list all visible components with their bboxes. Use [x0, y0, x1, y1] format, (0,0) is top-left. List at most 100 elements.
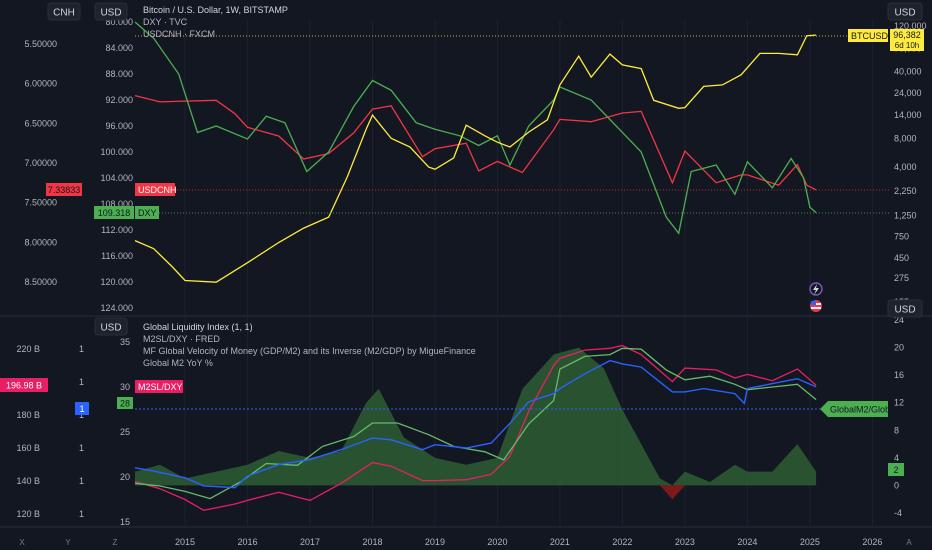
dxy-tick-label: 120.000	[100, 277, 133, 287]
right-currency-button-lower[interactable]: USD	[887, 299, 923, 318]
dxy-tick-label: 84.000	[105, 43, 133, 53]
x-tick-label: 2026	[862, 537, 882, 547]
cnh-currency-label: CNH	[53, 8, 75, 19]
dxy-axis: 80.000 84.000 88.000 92.000 96.000 100.000 104…	[100, 17, 133, 313]
yoy-tick-label: 0	[894, 480, 899, 490]
dxy-tick-label: 124.000	[100, 303, 133, 313]
cnh-tick-label: 7.50000	[24, 198, 57, 208]
legend-dxy: DXY · TVC	[143, 17, 188, 27]
velocity-blue-badge: 1	[75, 402, 89, 415]
cnh-currency-button[interactable]: CNH	[47, 2, 81, 21]
btc-tick-label: 450	[894, 253, 909, 263]
dxy-tick-label: 92.000	[105, 95, 133, 105]
gli-tick-label: 220 B	[16, 344, 40, 354]
gli-value-text: 196.98 B	[6, 381, 42, 391]
x-axis: 2015 2016 2017 2018 2019 2020 2021 2022 2023 2024…	[175, 537, 882, 547]
y-axis-button[interactable]: Y	[65, 538, 71, 547]
usdcnh-value-badge: 7.33833	[46, 183, 82, 196]
dxy-tick-label: 88.000	[105, 69, 133, 79]
gli-tick-label: 180 B	[16, 410, 40, 420]
m2dxy-axis: 35 30 25 20 15	[120, 337, 130, 527]
legend-m2sl-dxy: M2SL/DXY · FRED	[143, 334, 220, 344]
m2dxy-tick-label: 30	[120, 382, 130, 392]
gli-series-line	[134, 359, 817, 489]
velocity-tick-label: 1	[79, 476, 84, 486]
yoy-tick-label: 24	[894, 315, 904, 325]
btc-tick-label: 4,000	[894, 162, 917, 172]
btc-tick-label: 275	[894, 273, 909, 283]
cnh-tick-label: 6.50000	[24, 118, 57, 128]
btc-tick-label: 750	[894, 232, 909, 242]
m2dxy-tick-label: 20	[120, 472, 130, 482]
yoy-tick-label: 8	[894, 425, 899, 435]
btc-countdown-text: 6d 10h	[895, 41, 919, 50]
x-tick-label: 2015	[175, 537, 195, 547]
lower-currency-button[interactable]: USD	[94, 317, 128, 336]
cnh-tick-label: 5.50000	[24, 39, 57, 49]
m2sl-dxy-series-line	[134, 344, 817, 511]
right-currency-button[interactable]: USD	[887, 2, 923, 21]
btc-label-badge: BTCUSD	[848, 29, 889, 42]
btc-tick-label: 24,000	[894, 88, 922, 98]
btc-series-line	[134, 34, 817, 283]
dxy-tick-label: 108.000	[100, 199, 133, 209]
auto-scale-button[interactable]: A	[906, 538, 912, 547]
dxy-tick-label: 116.000	[101, 251, 133, 261]
m2dxy-tick-label: 25	[120, 427, 130, 437]
usdcnh-value-text: 7.33833	[48, 185, 81, 195]
m2-yoy-positive-area	[135, 347, 817, 486]
velocity-tick-label: 1	[79, 509, 84, 519]
usdcnh-label-badge: USDCNH	[135, 183, 177, 196]
z-axis-button[interactable]: Z	[113, 538, 118, 547]
usd-currency-button[interactable]: USD	[94, 2, 128, 21]
yoy-tick-label: 16	[894, 370, 904, 380]
x-tick-label: 2022	[612, 537, 632, 547]
btc-tick-label: 14,000	[894, 110, 922, 120]
x-tick-label: 2019	[425, 537, 445, 547]
legend-velocity: MF Global Velocity of Money (GDP/M2) and…	[143, 346, 476, 356]
gli-tick-label: 140 B	[16, 476, 40, 486]
upper-pane-lines	[134, 21, 817, 283]
usd-currency-label: USD	[100, 8, 121, 19]
x-tick-label: 2024	[737, 537, 757, 547]
btc-tick-label: 120,000	[894, 21, 927, 31]
m2dxy-tick-label: 15	[120, 517, 130, 527]
x-tick-label: 2021	[550, 537, 570, 547]
gli-value-badge: 196.98 B	[0, 378, 48, 392]
global-m2-label-text: GlobalM2/Glob	[830, 405, 890, 415]
btc-tick-label: 40,000	[894, 67, 922, 77]
btc-tick-label: 1,250	[894, 210, 917, 220]
btc-value-text: 96,382	[893, 30, 921, 40]
yoy-tick-label: 4	[894, 453, 899, 463]
gli-tick-label: 120 B	[16, 509, 40, 519]
dxy-tick-label: 96.000	[105, 121, 133, 131]
dxy-tick-label: 104.000	[100, 173, 133, 183]
btc-value-badge: 96,382 6d 10h	[890, 29, 924, 51]
cnh-tick-label: 7.00000	[24, 158, 57, 168]
global-m2-label-badge: GlobalM2/Glob	[820, 401, 890, 417]
cnh-axis: 5.50000 6.00000 6.50000 7.00000 7.50000 8.000…	[24, 39, 57, 287]
m2dxy-label-badge: M2SL/DXY	[135, 380, 183, 393]
m2dxy-label-text: M2SL/DXY	[138, 382, 183, 392]
yoy-value-text: 2	[893, 465, 898, 475]
x-axis-button[interactable]: X	[19, 538, 25, 547]
x-tick-label: 2017	[300, 537, 320, 547]
yoy-axis: 24 20 16 12 8 4 0 -4	[894, 315, 904, 518]
velocity-series-line	[134, 347, 817, 500]
cnh-tick-label: 8.00000	[24, 237, 57, 247]
x-tick-label: 2020	[487, 537, 507, 547]
legend-gli: Global Liquidity Index (1, 1)	[143, 322, 253, 332]
cnh-tick-label: 8.50000	[24, 277, 57, 287]
dxy-value-text: 109.318	[98, 208, 131, 218]
velocity-green-badge: 28	[117, 397, 133, 409]
cnh-tick-label: 6.00000	[24, 79, 57, 89]
us-flag-icon[interactable]	[810, 300, 822, 312]
legend-m2-yoy: Global M2 YoY %	[143, 358, 213, 368]
dxy-tick-label: 112.000	[101, 225, 133, 235]
x-tick-label: 2025	[800, 537, 820, 547]
lightning-icon[interactable]	[809, 282, 823, 296]
velocity-green-text: 28	[120, 399, 130, 409]
dxy-value-badge: 109.318	[94, 206, 134, 219]
